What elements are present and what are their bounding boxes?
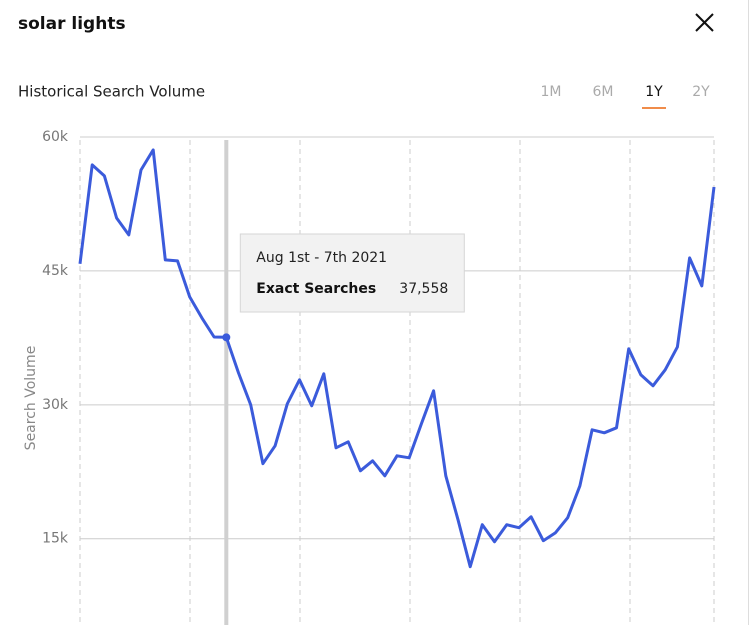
tooltip-date: Aug 1st - 7th 2021: [256, 250, 387, 266]
hover-point: [222, 333, 231, 342]
y-axis-label: Search Volume: [23, 346, 39, 451]
v-grid: [79, 140, 715, 625]
range-tabs: 1M 6M 1Y 2Y: [541, 84, 710, 109]
y-tick-label: 45k: [42, 263, 69, 279]
y-tick-label: 60k: [42, 129, 69, 145]
section-title: Historical Search Volume: [18, 83, 205, 101]
tooltip: [239, 233, 465, 313]
range-tab[interactable]: 1M: [541, 84, 562, 100]
plot: 15k 30k 45k 60k Aug 1st - 7th 2021 Exact Sear…: [42, 129, 716, 625]
y-tick-label: 30k: [42, 397, 69, 413]
close-button[interactable]: [695, 13, 714, 32]
y-tick-label: 15k: [42, 531, 69, 547]
tooltip-value: 37,558: [399, 281, 448, 297]
range-tab[interactable]: 1Y: [645, 84, 663, 100]
range-tab[interactable]: 2Y: [692, 84, 710, 100]
tooltip-series: Exact Searches: [256, 281, 376, 297]
page-title: solar lights: [18, 14, 126, 34]
line-series: [78, 148, 716, 569]
range-tab[interactable]: 6M: [593, 84, 614, 100]
